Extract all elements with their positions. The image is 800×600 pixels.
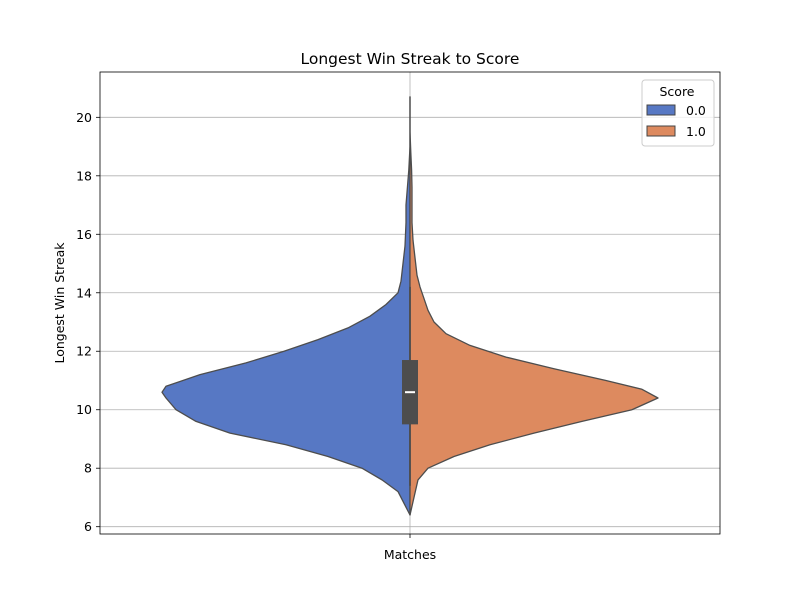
x-tick-label-0: Matches [384, 547, 436, 562]
legend-title: Score [659, 84, 694, 99]
y-tick-label-6: 18 [76, 168, 92, 183]
axis-layer: 6 8 10 12 14 16 18 20 Matches [76, 110, 436, 562]
chart-title: Longest Win Streak to Score [301, 50, 520, 68]
violin-half-1 [409, 96, 659, 516]
legend: Score 0.0 1.0 [641, 79, 715, 147]
y-tick-label-7: 20 [76, 110, 92, 125]
y-tick-label-5: 16 [76, 227, 92, 242]
legend-label-1-0: 1.0 [686, 124, 706, 139]
y-tick-label-3: 12 [76, 344, 92, 359]
y-axis-label: Longest Win Streak [52, 242, 67, 364]
y-tick-label-0: 6 [84, 519, 92, 534]
violin-layer [161, 96, 659, 516]
y-tick-label-1: 8 [84, 461, 92, 476]
legend-label-0-0: 0.0 [686, 103, 706, 118]
y-tick-label-4: 14 [76, 285, 92, 300]
box-layer [402, 286, 418, 486]
legend-swatch-1-0 [646, 125, 676, 137]
y-tick-label-2: 10 [76, 402, 92, 417]
legend-swatch-0-0 [646, 104, 676, 116]
violin-half-0 [161, 96, 411, 516]
